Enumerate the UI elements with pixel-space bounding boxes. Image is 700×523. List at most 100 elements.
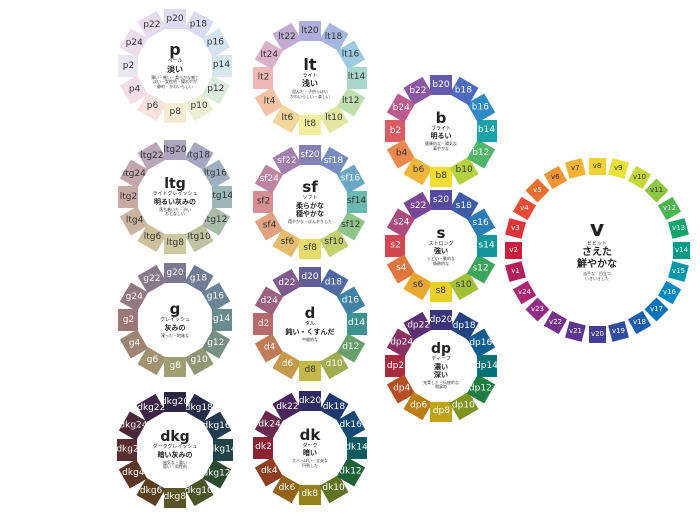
color-chip-lt2[interactable]: lt2 bbox=[253, 67, 273, 89]
color-chip-sf14[interactable]: sf14 bbox=[347, 191, 367, 213]
color-chip-g8[interactable]: g8 bbox=[164, 357, 186, 377]
color-chip-b2[interactable]: b2 bbox=[385, 120, 405, 142]
tone-description: くどい・動的な 情熱的な bbox=[427, 256, 455, 267]
color-chip-g14[interactable]: g14 bbox=[212, 309, 232, 331]
color-chip-p20[interactable]: p20 bbox=[164, 9, 186, 29]
color-chip-dkg2[interactable]: dkg2 bbox=[117, 439, 137, 461]
color-chip-s2[interactable]: s2 bbox=[385, 235, 405, 257]
color-chip-label: ltg14 bbox=[212, 191, 232, 202]
color-chip-label: d8 bbox=[304, 365, 316, 376]
color-chip-s14[interactable]: s14 bbox=[477, 235, 497, 257]
color-chip-p8[interactable]: p8 bbox=[164, 103, 186, 123]
color-chip-g20[interactable]: g20 bbox=[164, 263, 186, 283]
color-chip-d14[interactable]: d14 bbox=[347, 313, 367, 335]
tone-center-label: dk ダーク 暗い 大人っぽい・丈夫な 円熟した bbox=[276, 427, 344, 469]
color-chip-ltg2[interactable]: ltg2 bbox=[118, 186, 138, 208]
color-chip-b8[interactable]: b8 bbox=[430, 167, 452, 187]
color-chip-dkg8[interactable]: dkg8 bbox=[164, 488, 186, 508]
tone-center-label: sf ソフト 柔らかな 穏やかな 穏やかな・ぼんやりした bbox=[276, 180, 344, 224]
color-chip-label: sf20 bbox=[300, 149, 320, 160]
color-chip-d20[interactable]: d20 bbox=[299, 267, 321, 287]
color-chip-label: g14 bbox=[213, 314, 231, 325]
color-chip-v14[interactable]: v14 bbox=[672, 241, 690, 259]
color-chip-dk8[interactable]: dk8 bbox=[299, 485, 321, 505]
color-chip-label: s8 bbox=[435, 286, 447, 297]
tone-description-line: 淡い・女性的・優れやか bbox=[153, 79, 197, 85]
color-chip-v19[interactable]: v19 bbox=[608, 320, 630, 342]
color-chip-lt14[interactable]: lt14 bbox=[347, 67, 367, 89]
color-chip-label: v13 bbox=[671, 223, 685, 232]
color-chip-sf2[interactable]: sf2 bbox=[253, 191, 273, 213]
color-chip-label: lt22 bbox=[277, 31, 296, 42]
color-chip-v2[interactable]: v2 bbox=[504, 241, 522, 259]
ring-disc bbox=[403, 328, 479, 404]
color-chip-d2[interactable]: d2 bbox=[253, 313, 273, 335]
color-chip-label: s10 bbox=[455, 280, 473, 291]
color-chip-ltg20[interactable]: ltg20 bbox=[164, 140, 186, 160]
color-chip-label: lt10 bbox=[324, 113, 343, 124]
color-chip-dkg20[interactable]: dkg20 bbox=[164, 392, 186, 412]
color-chip-dp8[interactable]: dp8 bbox=[430, 402, 452, 422]
color-chip-p14[interactable]: p14 bbox=[212, 55, 232, 77]
color-chip-v15[interactable]: v15 bbox=[667, 261, 689, 283]
tone-description-line: かわいらしい・楽しい bbox=[290, 93, 330, 99]
tone-name-katakana: ディープ bbox=[431, 356, 451, 362]
tone-description-line: 充実した・伝統的な bbox=[423, 379, 459, 385]
color-chip-label: ltg20 bbox=[164, 144, 186, 155]
color-chip-label: ltg8 bbox=[166, 238, 184, 249]
color-chip-dkg14[interactable]: dkg14 bbox=[213, 439, 233, 461]
tone-description-line: 円熟した bbox=[302, 462, 318, 468]
color-chip-b14[interactable]: b14 bbox=[477, 120, 497, 142]
color-chip-s20[interactable]: s20 bbox=[430, 190, 452, 210]
color-chip-v20[interactable]: v20 bbox=[588, 325, 606, 343]
color-chip-b20[interactable]: b20 bbox=[430, 75, 452, 95]
color-chip-label: v5 bbox=[533, 186, 542, 195]
tone-name-japanese: さえた bbox=[582, 247, 612, 258]
color-chip-dp20[interactable]: dp20 bbox=[430, 310, 452, 330]
color-chip-label: v2 bbox=[508, 245, 518, 254]
color-chip-v1[interactable]: v1 bbox=[505, 261, 527, 283]
color-chip-p2[interactable]: p2 bbox=[118, 55, 138, 77]
color-chip-ltg8[interactable]: ltg8 bbox=[164, 234, 186, 254]
color-chip-dk20[interactable]: dk20 bbox=[299, 391, 321, 411]
color-chip-dk14[interactable]: dk14 bbox=[347, 437, 367, 459]
color-chip-v7[interactable]: v7 bbox=[564, 158, 586, 180]
color-chip-v3[interactable]: v3 bbox=[505, 217, 527, 239]
tone-description-line: 情熱的な bbox=[433, 260, 449, 266]
color-chip-label: sf18 bbox=[323, 155, 344, 166]
color-chip-lt8[interactable]: lt8 bbox=[299, 115, 321, 135]
color-chip-dp14[interactable]: dp14 bbox=[477, 355, 497, 377]
color-chip-label: sf22 bbox=[276, 155, 297, 166]
tone-description-line: 陰気な・重い bbox=[163, 459, 187, 465]
color-chip-s8[interactable]: s8 bbox=[430, 282, 452, 302]
color-chip-d8[interactable]: d8 bbox=[299, 361, 321, 381]
color-chip-lt20[interactable]: lt20 bbox=[299, 21, 321, 41]
tone-center-label: v ビビット さえた 鮮やかな 派手な 目立つ いきいきした bbox=[527, 218, 667, 282]
color-chip-v9[interactable]: v9 bbox=[608, 158, 630, 180]
color-chip-label: sf4 bbox=[262, 220, 277, 230]
color-chip-sf8[interactable]: sf8 bbox=[299, 239, 321, 259]
color-chip-label: p22 bbox=[142, 19, 161, 30]
color-chip-dp2[interactable]: dp2 bbox=[385, 355, 405, 377]
color-chip-v13[interactable]: v13 bbox=[667, 217, 689, 239]
tone-name-katakana: ライト bbox=[302, 72, 318, 79]
tone-description-line: 落ち着いた・渋い bbox=[159, 206, 191, 212]
tone-description-line: 大人っぽい・丈夫な bbox=[292, 458, 328, 464]
tone-description: 充実した・伝統的な 和風の bbox=[423, 379, 459, 391]
tone-description-line: 華やかな bbox=[433, 145, 449, 151]
color-chip-label: v21 bbox=[568, 326, 582, 335]
color-chip-sf20[interactable]: sf20 bbox=[299, 145, 321, 165]
tone-description: 大人っぽい・丈夫な 円熟した bbox=[292, 458, 328, 469]
color-chip-dk2[interactable]: dk2 bbox=[253, 437, 273, 459]
color-chip-label: p8 bbox=[169, 107, 181, 118]
color-chip-v21[interactable]: v21 bbox=[564, 320, 586, 342]
color-chip-g2[interactable]: g2 bbox=[118, 309, 138, 331]
color-chip-label: dp22 bbox=[406, 320, 430, 331]
color-chip-ltg14[interactable]: ltg14 bbox=[212, 186, 232, 208]
tone-name-katakana: ダークグレイッシュ bbox=[152, 444, 198, 450]
color-chip-label: lt20 bbox=[301, 25, 319, 36]
color-chip-label: g4 bbox=[128, 338, 141, 349]
color-chip-label: v16 bbox=[663, 287, 677, 296]
tone-description: 落ち着いた・渋い おとなしい bbox=[159, 206, 191, 218]
color-chip-v8[interactable]: v8 bbox=[588, 157, 606, 175]
